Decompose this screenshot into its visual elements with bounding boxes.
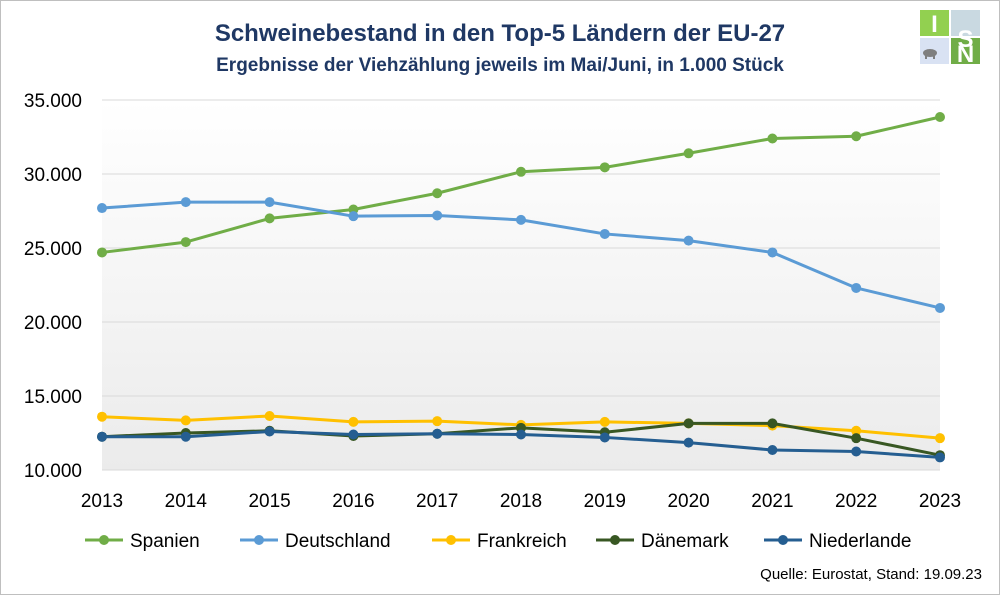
data-point-niederlande [599, 432, 610, 443]
x-tick-label: 2023 [919, 491, 961, 512]
data-point-deutschland [348, 211, 359, 222]
data-point-niederlande [516, 429, 526, 440]
x-tick-label: 2017 [416, 491, 458, 512]
data-point-deutschland [516, 214, 526, 225]
legend-marker-deutschland [254, 535, 264, 545]
x-tick-label: 2016 [332, 491, 374, 512]
legend-label-frankreich: Frankreich [477, 531, 567, 552]
isn-logo: I S N [920, 10, 980, 65]
data-point-niederlande [851, 446, 862, 457]
data-point-deutschland [180, 197, 191, 208]
data-point-niederlande [348, 429, 359, 440]
data-point-spanien [264, 213, 275, 224]
data-point-frankreich [180, 415, 191, 426]
data-point-spanien [599, 162, 610, 173]
chart-subtitle: Ergebnisse der Viehzählung jeweils im Ma… [216, 55, 784, 76]
legend-label-daenemark: Dänemark [641, 531, 729, 552]
data-point-niederlande [180, 431, 191, 442]
data-point-spanien [851, 131, 862, 142]
data-point-frankreich [432, 416, 443, 427]
legend-label-niederlande: Niederlande [809, 531, 911, 552]
y-tick-label: 20.000 [24, 313, 82, 334]
data-point-frankreich [935, 433, 945, 444]
legend-label-spanien: Spanien [130, 531, 200, 552]
data-point-deutschland [599, 228, 610, 239]
svg-text:I: I [931, 11, 938, 38]
legend-marker-daenemark [610, 535, 620, 545]
data-point-deutschland [264, 197, 275, 208]
x-tick-label: 2019 [584, 491, 626, 512]
legend-label-deutschland: Deutschland [285, 531, 391, 552]
source-note: Quelle: Eurostat, Stand: 19.09.23 [760, 566, 982, 583]
data-point-deutschland [683, 235, 694, 246]
data-point-deutschland [935, 302, 945, 313]
data-point-deutschland [432, 210, 443, 221]
data-point-niederlande [97, 431, 107, 442]
y-tick-label: 30.000 [24, 165, 82, 186]
x-tick-label: 2014 [165, 491, 208, 512]
data-point-deutschland [851, 282, 862, 293]
data-point-spanien [767, 133, 778, 144]
data-point-daenemark [683, 418, 694, 429]
y-tick-label: 35.000 [24, 91, 82, 112]
data-point-deutschland [767, 247, 778, 258]
y-tick-label: 25.000 [24, 239, 82, 260]
x-tick-label: 2015 [248, 491, 290, 512]
x-tick-label: 2013 [81, 491, 123, 512]
legend-marker-niederlande [778, 535, 788, 545]
data-point-spanien [935, 112, 945, 123]
y-tick-label: 10.000 [24, 461, 82, 482]
x-tick-label: 2018 [500, 491, 542, 512]
data-point-daenemark [767, 418, 778, 429]
data-point-spanien [432, 188, 443, 199]
data-point-spanien [97, 247, 107, 258]
data-point-frankreich [264, 410, 275, 421]
data-point-frankreich [97, 411, 107, 422]
data-point-frankreich [851, 425, 862, 436]
svg-text:N: N [957, 41, 974, 65]
data-point-daenemark [851, 433, 862, 444]
data-point-deutschland [97, 203, 107, 214]
legend-marker-frankreich [446, 535, 456, 545]
data-point-spanien [683, 148, 694, 159]
y-tick-label: 15.000 [24, 387, 82, 408]
data-point-niederlande [935, 452, 945, 463]
x-tick-label: 2022 [835, 491, 877, 512]
data-point-spanien [180, 237, 191, 248]
x-tick-label: 2021 [751, 491, 793, 512]
plot-area [102, 100, 940, 470]
data-point-niederlande [264, 426, 275, 437]
svg-text:S: S [957, 26, 973, 53]
data-point-niederlande [432, 428, 443, 439]
data-point-spanien [516, 166, 526, 177]
legend-marker-spanien [99, 535, 109, 545]
data-point-frankreich [348, 416, 359, 427]
chart-title: Schweinebestand in den Top-5 Ländern der… [214, 20, 786, 47]
data-point-niederlande [767, 445, 778, 456]
x-tick-label: 2020 [667, 491, 709, 512]
data-point-frankreich [599, 416, 610, 427]
data-point-niederlande [683, 437, 694, 448]
